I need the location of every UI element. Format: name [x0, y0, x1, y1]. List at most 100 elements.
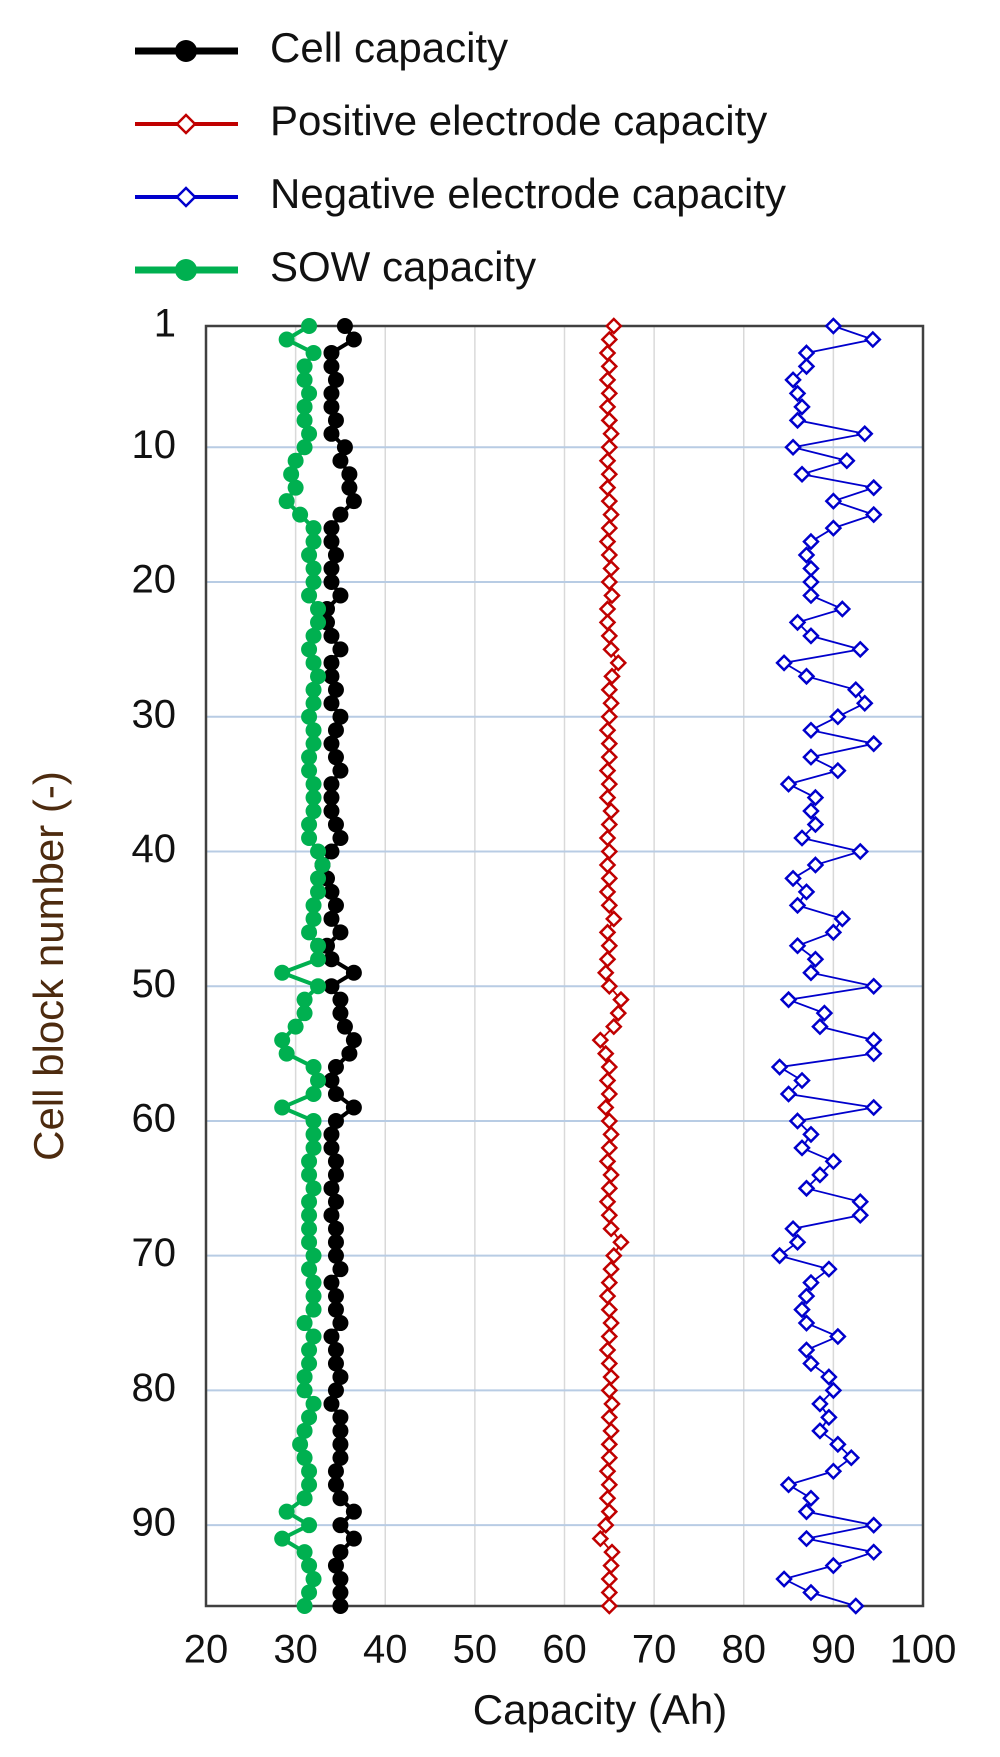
data-point: [793, 1071, 811, 1090]
data-point: [310, 937, 327, 954]
plot-border: [204, 324, 925, 1608]
data-point: [332, 1490, 349, 1507]
data-point: [296, 371, 313, 388]
data-point: [332, 1544, 349, 1561]
data-point: [332, 1517, 349, 1534]
legend-marker: [175, 259, 197, 281]
data-point: [305, 1059, 322, 1076]
data-point: [301, 1193, 318, 1210]
data-point: [612, 1233, 630, 1251]
data-point: [314, 856, 331, 873]
data-point: [797, 1314, 816, 1332]
data-point: [305, 560, 322, 577]
data-point: [770, 1058, 789, 1076]
data-point: [296, 1368, 313, 1385]
data-point: [327, 1342, 344, 1358]
data-point: [301, 830, 318, 846]
data-point: [305, 1288, 322, 1305]
data-point: [305, 897, 322, 914]
data-point: [779, 775, 798, 793]
data-point: [305, 1301, 322, 1318]
data-point: [797, 667, 816, 686]
data-point: [296, 439, 313, 456]
x-tick-label: 100: [890, 1628, 957, 1672]
data-point: [855, 425, 874, 443]
data-point: [341, 1045, 358, 1062]
data-point: [784, 1219, 802, 1238]
data-point: [323, 978, 340, 995]
data-point: [301, 1220, 318, 1237]
data-point: [797, 1179, 816, 1198]
data-point: [323, 1072, 340, 1089]
data-point: [336, 1018, 353, 1035]
data-point: [323, 344, 340, 361]
data-point: [323, 735, 340, 752]
data-point: [788, 613, 807, 632]
data-point: [323, 695, 340, 712]
data-point: [793, 465, 811, 483]
data-point: [327, 1220, 344, 1237]
x-tick-label: 90: [811, 1628, 856, 1672]
data-point: [323, 789, 340, 806]
data-point: [327, 1476, 344, 1493]
data-point: [797, 1287, 816, 1305]
legend-label: SOW capacity: [270, 243, 536, 290]
series: [591, 317, 630, 1615]
data-point: [779, 1475, 798, 1494]
data-point: [327, 749, 344, 766]
data-point: [806, 788, 825, 807]
data-point: [323, 654, 340, 671]
legend-label: Positive electrode capacity: [270, 97, 767, 144]
series: [770, 317, 883, 1615]
data-point: [323, 1139, 340, 1156]
data-point: [864, 1098, 883, 1117]
data-point: [274, 1530, 291, 1547]
data-point: [788, 1233, 807, 1251]
data-point: [842, 1449, 861, 1467]
data-point: [788, 937, 807, 955]
data-point: [323, 560, 340, 577]
data-point: [332, 506, 349, 523]
data-point: [824, 519, 843, 537]
data-point: [605, 910, 623, 928]
data-point: [332, 1436, 349, 1453]
data-point: [864, 505, 883, 524]
data-point: [323, 1180, 340, 1197]
data-point: [603, 1395, 621, 1413]
data-point: [301, 1166, 318, 1183]
y-tick-label: 20: [132, 558, 177, 602]
data-point: [788, 896, 807, 915]
data-point: [323, 627, 340, 644]
data-point: [323, 1328, 340, 1345]
data-point: [327, 897, 344, 914]
data-point: [600, 1085, 619, 1103]
data-point: [305, 803, 322, 820]
data-point: [603, 586, 621, 605]
data-point: [332, 1584, 349, 1601]
data-point: [323, 398, 340, 415]
data-point: [820, 1408, 838, 1427]
y-tick-label: 90: [132, 1501, 177, 1545]
series: [274, 318, 331, 1614]
data-point: [811, 1017, 829, 1036]
data-point: [793, 1300, 811, 1319]
data-point: [327, 547, 344, 564]
data-point: [802, 1489, 820, 1507]
data-point: [596, 1516, 615, 1534]
data-point: [296, 412, 313, 429]
data-point: [332, 1571, 349, 1588]
data-point: [829, 1327, 847, 1346]
data-point: [301, 587, 318, 604]
data-point: [296, 1422, 313, 1439]
data-point: [591, 1031, 610, 1049]
data-point: [296, 1382, 313, 1399]
data-point: [775, 1570, 793, 1588]
data-point: [323, 668, 340, 685]
data-point: [301, 385, 318, 402]
data-point: [310, 951, 327, 968]
data-point: [332, 1315, 349, 1332]
data-point: [305, 789, 322, 806]
data-point: [278, 1503, 295, 1520]
